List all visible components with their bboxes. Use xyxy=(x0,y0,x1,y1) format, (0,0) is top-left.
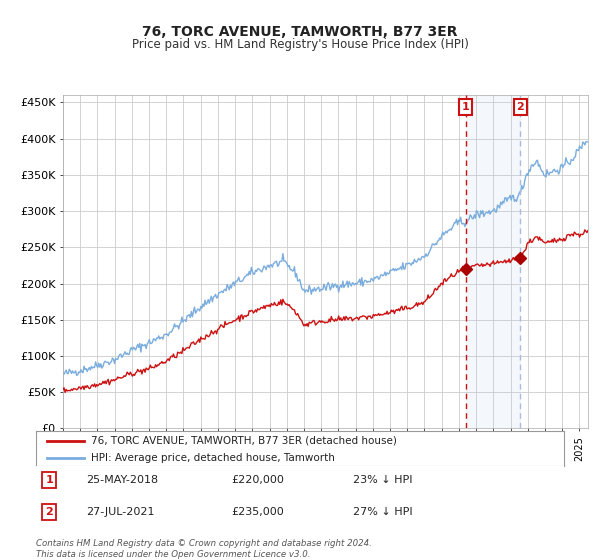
Text: 76, TORC AVENUE, TAMWORTH, B77 3ER (detached house): 76, TORC AVENUE, TAMWORTH, B77 3ER (deta… xyxy=(91,436,397,446)
Text: 23% ↓ HPI: 23% ↓ HPI xyxy=(353,475,412,486)
Bar xyxy=(466,95,520,428)
Text: 2: 2 xyxy=(46,507,53,517)
Text: £235,000: £235,000 xyxy=(232,507,284,517)
Text: Price paid vs. HM Land Registry's House Price Index (HPI): Price paid vs. HM Land Registry's House … xyxy=(131,38,469,50)
Text: 25-MAY-2018: 25-MAY-2018 xyxy=(86,475,158,486)
Text: 76, TORC AVENUE, TAMWORTH, B77 3ER: 76, TORC AVENUE, TAMWORTH, B77 3ER xyxy=(142,25,458,39)
Text: 27-JUL-2021: 27-JUL-2021 xyxy=(86,507,155,517)
Text: Contains HM Land Registry data © Crown copyright and database right 2024.
This d: Contains HM Land Registry data © Crown c… xyxy=(36,539,372,559)
Text: 2: 2 xyxy=(517,102,524,112)
Text: 27% ↓ HPI: 27% ↓ HPI xyxy=(353,507,412,517)
Text: 1: 1 xyxy=(462,102,470,112)
Text: £220,000: £220,000 xyxy=(232,475,284,486)
Text: HPI: Average price, detached house, Tamworth: HPI: Average price, detached house, Tamw… xyxy=(91,453,335,463)
Text: 1: 1 xyxy=(46,475,53,486)
